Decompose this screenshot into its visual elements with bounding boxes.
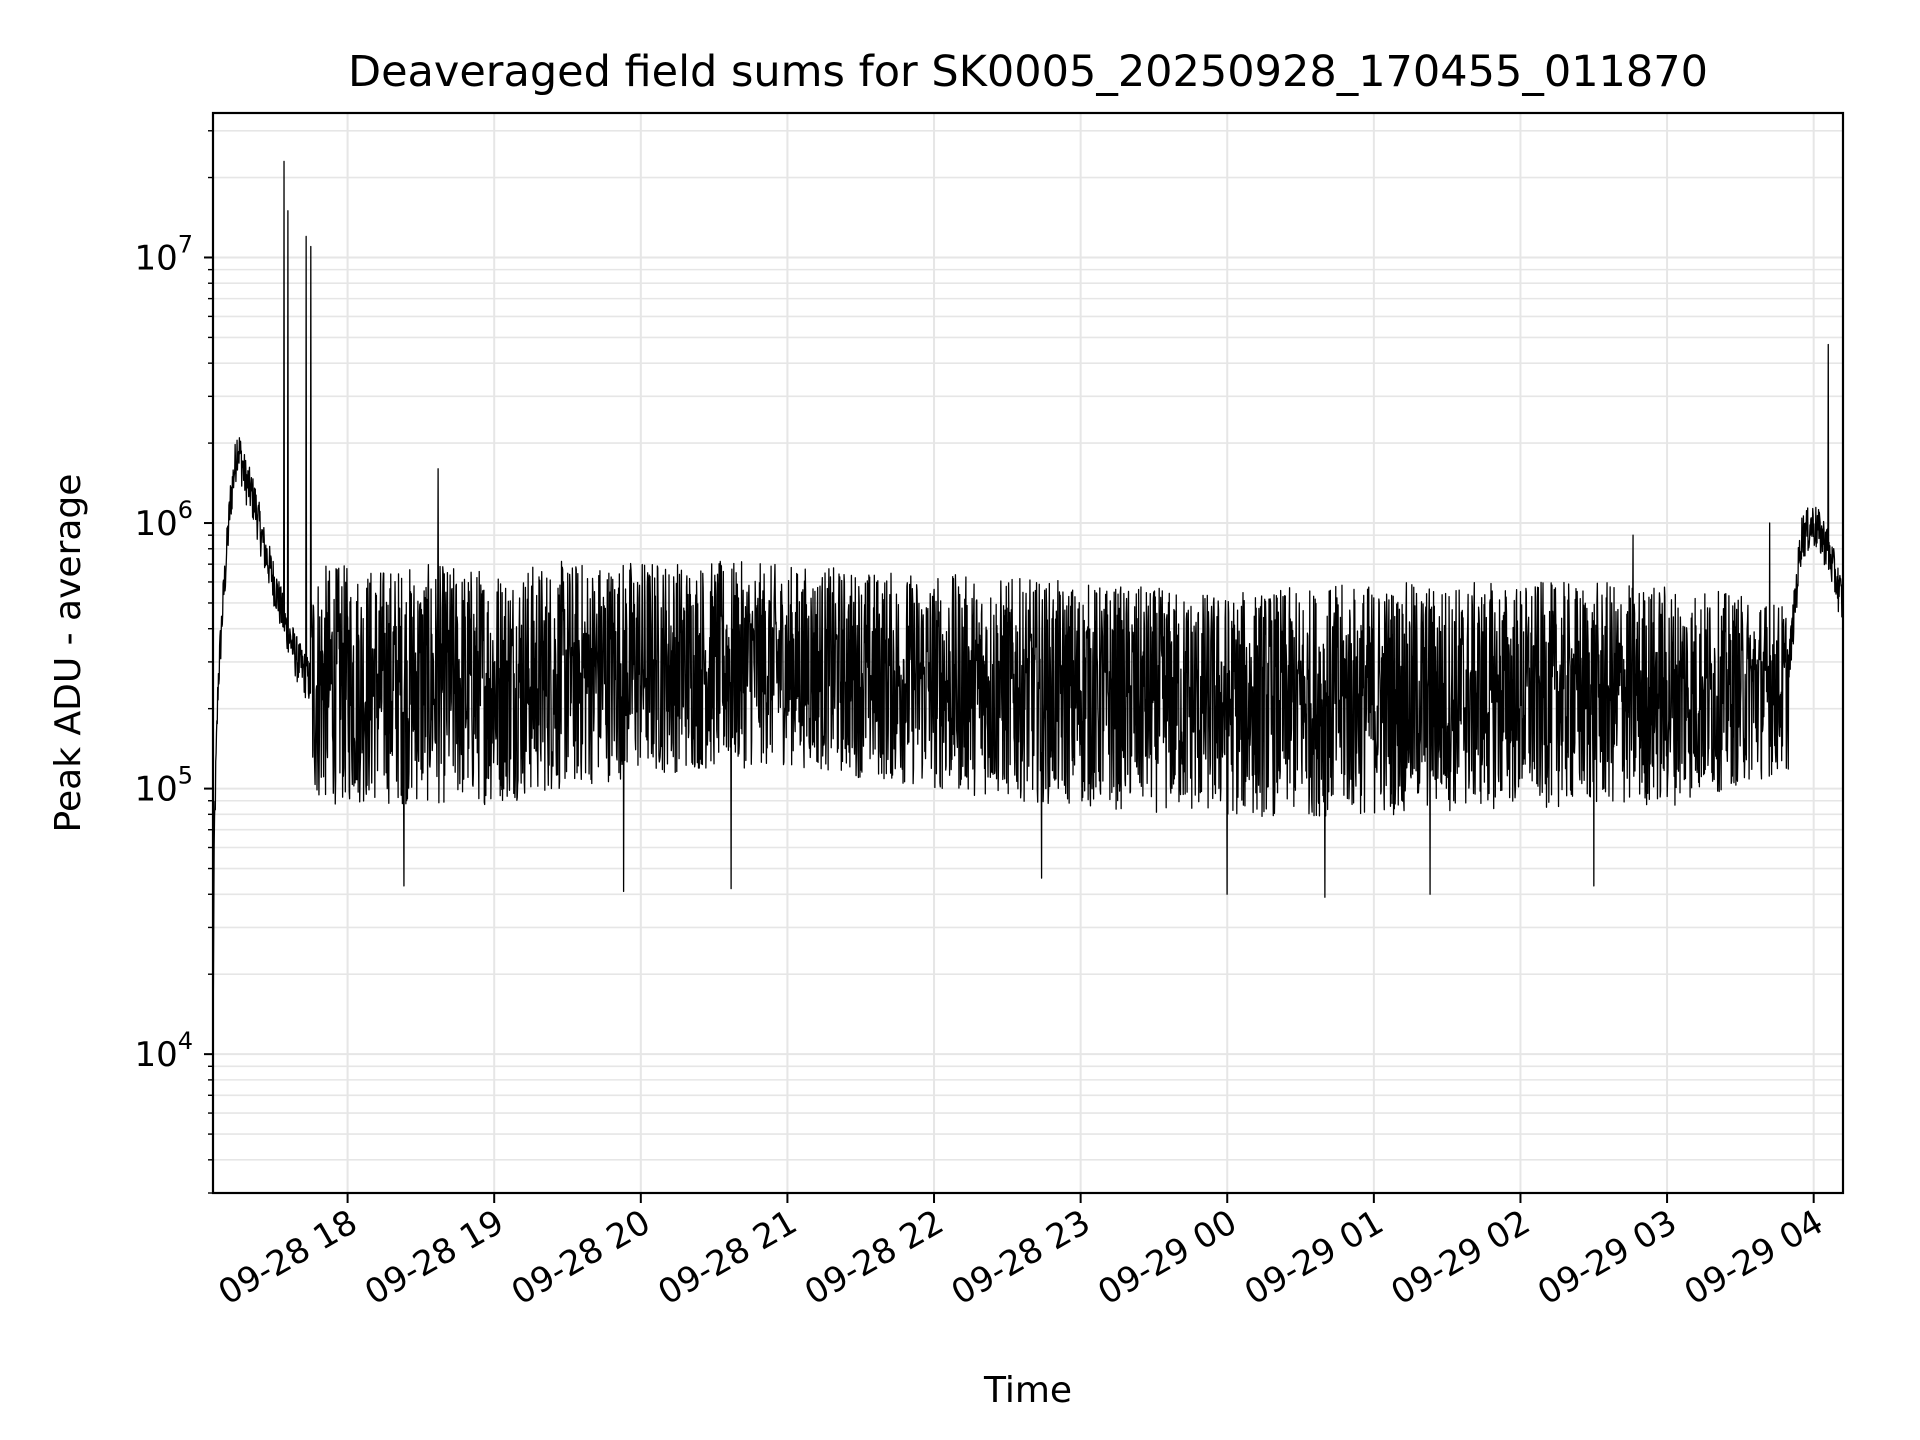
plot-frame xyxy=(211,111,1845,1195)
y-tick-label: 107 xyxy=(134,230,193,278)
y-axis-title: Peak ADU - average xyxy=(48,474,89,833)
x-axis-title: Time xyxy=(983,1370,1072,1411)
grid xyxy=(213,113,1843,1194)
y-tick-label: 105 xyxy=(134,762,193,810)
y-tick-label: 106 xyxy=(134,496,193,544)
y-tick-label: 104 xyxy=(134,1027,193,1075)
y-tick-label-exponent: 4 xyxy=(178,1027,193,1055)
y-tick-label-exponent: 5 xyxy=(178,762,193,790)
y-tick-label-base: 10 xyxy=(134,1035,177,1075)
data-area xyxy=(212,160,1844,1027)
y-tick-label-base: 10 xyxy=(134,770,177,810)
chart-title: Deaveraged field sums for SK0005_2025092… xyxy=(348,47,1708,97)
y-tick-label-exponent: 7 xyxy=(178,230,193,258)
y-tick-label-base: 10 xyxy=(134,504,177,544)
y-tick-label-base: 10 xyxy=(134,238,177,278)
series-line xyxy=(212,160,1844,1027)
y-tick-label-exponent: 6 xyxy=(178,496,193,524)
